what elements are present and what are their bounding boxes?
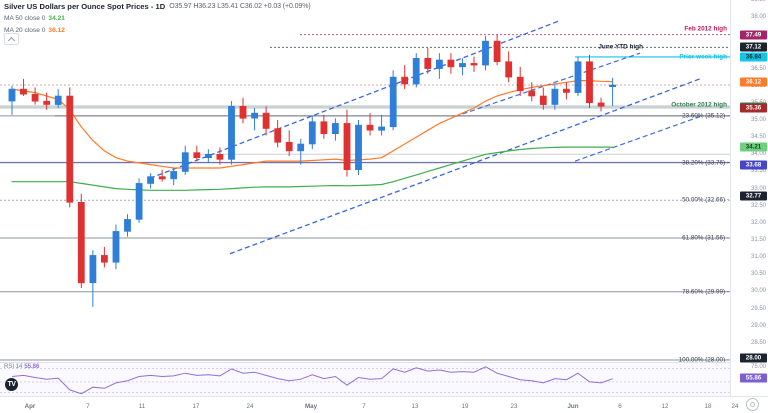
time-tick: 7: [86, 403, 90, 410]
rsi-pane[interactable]: RSI 14 55.86: [0, 362, 731, 398]
time-axis[interactable]: Apr 7 11 17 24 May 7 13 19 23 Jun 6 12 18 24: [0, 396, 768, 413]
june-ytd-high-badge[interactable]: 37.12: [740, 42, 767, 52]
june-ytd-high-label: June YTD high: [598, 43, 643, 51]
rsi-value-badge[interactable]: 55.86: [740, 373, 767, 383]
feb-2012-high-label: Feb 2012 high: [684, 25, 727, 33]
rsi-value: 55.86: [24, 364, 40, 370]
fib-500-label: 50.00% (32.66) -: [682, 196, 729, 204]
chevron-up-icon[interactable]: [4, 33, 19, 45]
fib-236-label: 23.60% (35.12) -: [682, 112, 729, 120]
rsi-legend: RSI 14 55.86: [4, 364, 39, 370]
feb-2012-high-badge[interactable]: 37.49: [740, 30, 767, 40]
rsi-upper-tick: 75.00: [750, 364, 766, 371]
price-tick: 33.00: [750, 185, 766, 192]
rsi-svg: [0, 366, 731, 395]
price-tick: 30.50: [750, 271, 766, 278]
time-tick: 11: [138, 403, 146, 410]
time-tick: May: [304, 403, 318, 410]
price-plot[interactable]: Feb 2012 high June YTD high Prior week hig…: [0, 0, 731, 364]
time-tick: 24: [731, 403, 739, 410]
tradingview-logo: TV: [5, 378, 18, 391]
october-2012-high-label: October 2012 high: [671, 101, 727, 109]
price-tick: 36.50: [750, 65, 766, 72]
time-tick: 7: [362, 403, 366, 410]
price-axis[interactable]: 38.5038.0037.5037.0036.5036.0035.5035.00…: [730, 0, 768, 397]
price-svg: [0, 19, 731, 361]
fib-382-badge[interactable]: 33.68: [740, 160, 767, 170]
price-tick: 34.00: [750, 151, 766, 158]
price-tick: 28.50: [750, 339, 766, 346]
ma20-badge[interactable]: 36.12: [740, 77, 767, 87]
prior-week-high-label: Prior week high: [679, 53, 727, 61]
fib-1000-label: 100.00% (28.00) -: [678, 356, 729, 364]
time-tick: 23: [510, 403, 518, 410]
price-tick: 31.50: [750, 237, 766, 243]
time-tick: Jun: [567, 403, 579, 410]
price-tick: 30.00: [750, 288, 766, 295]
price-tick: 32.00: [750, 219, 766, 226]
price-tick: 34.50: [750, 134, 766, 141]
time-tick: 6: [618, 403, 622, 410]
price-tick: 38.50: [750, 0, 766, 3]
rsi-label: RSI 14: [4, 364, 23, 370]
time-tick: 24: [246, 403, 254, 410]
time-tick: 13: [411, 403, 419, 410]
last-price-badge[interactable]: 35.36: [740, 103, 767, 113]
ma50-badge[interactable]: 34.21: [740, 142, 767, 152]
price-tick: 29.50: [750, 305, 766, 312]
price-tick: 29.00: [750, 322, 766, 329]
price-tick: 32.50: [750, 202, 766, 209]
time-tick: 18: [704, 403, 712, 410]
time-tick: Apr: [24, 403, 36, 410]
price-tick: 33.50: [750, 168, 766, 175]
time-tick: 19: [461, 403, 469, 410]
price-tick: 35.00: [750, 117, 766, 123]
crosshair-mode-icon[interactable]: [746, 398, 759, 411]
fib-382-label: 38.20% (33.76) -: [682, 159, 729, 166]
price-tick: 31.00: [750, 254, 766, 261]
fib-1000-badge[interactable]: 28.00: [740, 353, 767, 363]
fib-618-label: 61.80% (31.56) -: [682, 234, 729, 242]
time-tick: 12: [661, 403, 669, 410]
prior-week-high-badge[interactable]: 36.84: [740, 52, 767, 62]
fib-786-label: 78.60% (29.99) -: [682, 288, 729, 296]
fib-500-badge[interactable]: 32.77: [740, 191, 767, 201]
price-tick: 38.00: [750, 14, 766, 21]
time-tick: 17: [192, 403, 200, 410]
